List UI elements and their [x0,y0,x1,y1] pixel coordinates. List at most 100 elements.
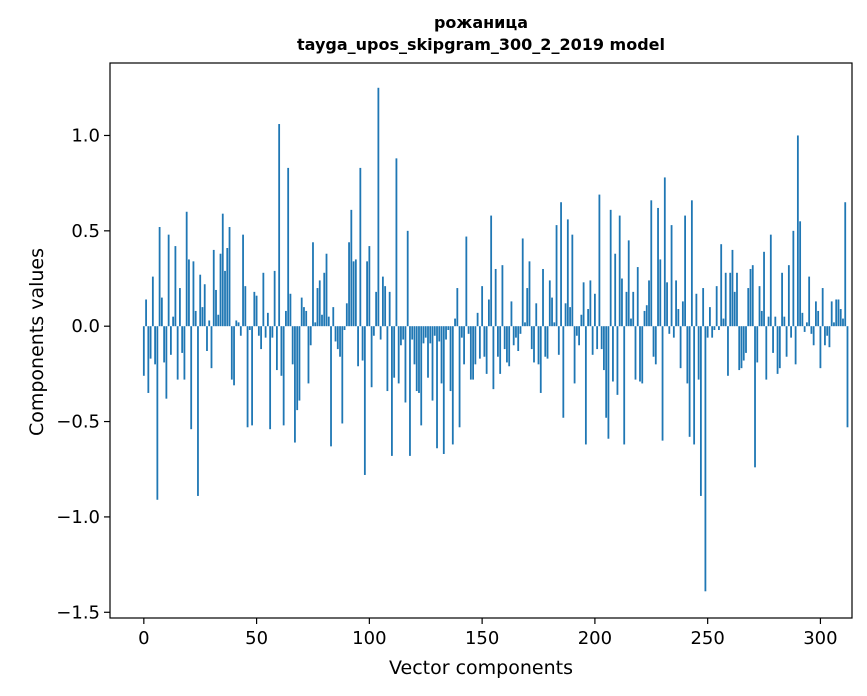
bar-227 [654,326,657,365]
bar-125 [424,326,427,338]
bar-177 [542,268,544,327]
bar-113 [397,326,400,384]
bar-306 [833,322,835,327]
bar-60 [278,124,281,327]
bar-28 [206,326,208,351]
bar-23 [194,310,197,327]
bar-217 [632,291,635,327]
bar-276 [765,326,768,380]
bar-40 [233,326,235,386]
bar-38 [228,227,231,327]
bar-237 [677,309,680,327]
bar-141 [460,326,463,338]
bar-263 [736,272,738,327]
bar-36 [224,270,226,327]
bar-311 [844,202,847,327]
bar-210 [616,326,619,395]
bar-265 [740,326,743,369]
bar-145 [469,326,472,380]
bar-111 [393,326,396,378]
bar-135 [447,326,450,331]
bar-65 [289,293,292,327]
bar-201 [596,326,599,350]
bar-206 [607,326,610,439]
bar-285 [785,326,788,357]
bar-191 [573,326,576,384]
bar-99 [366,261,368,327]
bar-103 [375,291,378,327]
bar-290 [796,135,799,327]
bar-83 [330,326,332,447]
bar-183 [555,225,558,327]
bar-307 [835,299,838,327]
x-tick-label: 200 [578,628,612,649]
bar-160 [503,326,506,350]
bar-15 [176,326,179,380]
bar-272 [756,326,759,363]
bar-128 [431,326,434,401]
bar-114 [400,326,402,346]
bar-165 [515,326,517,338]
bar-308 [837,299,840,327]
bar-35 [221,213,224,327]
bar-13 [172,316,175,327]
bar-76 [314,322,317,327]
bar-30 [210,326,213,369]
bar-138 [454,318,456,327]
bar-228 [657,207,659,327]
bar-64 [287,167,290,327]
bar-283 [781,272,783,327]
axes-frame [109,62,853,619]
bar-101 [370,326,373,388]
bar-222 [643,310,646,327]
bar-98 [363,326,366,475]
bar-31 [212,249,215,327]
bar-235 [672,326,675,338]
bar-219 [636,267,639,327]
bar-172 [530,326,533,350]
bar-277 [767,316,770,327]
bar-309 [839,309,842,327]
bar-104 [377,87,380,327]
bar-209 [614,253,617,327]
bar-68 [296,326,299,411]
bar-233 [668,326,671,334]
bar-246 [697,326,700,380]
bar-88 [341,326,344,424]
x-tick-label: 100 [352,628,386,649]
bar-168 [521,238,524,327]
bar-312 [846,326,849,428]
bar-192 [575,326,578,336]
bar-123 [420,326,423,426]
bar-184 [557,326,560,355]
bar-143 [465,236,468,327]
bar-115 [402,326,405,340]
bar-78 [318,280,321,327]
bar-171 [528,261,531,327]
bar-181 [551,297,553,327]
bar-159 [501,265,504,327]
bar-10 [165,326,168,399]
bar-238 [679,326,682,369]
bar-148 [476,312,479,327]
bar-251 [709,307,711,327]
bar-26 [201,307,204,327]
bar-187 [564,303,567,327]
bar-80 [323,272,326,327]
bar-157 [497,326,499,357]
bar-57 [271,326,274,338]
bar-236 [675,280,677,327]
bar-186 [562,326,565,418]
bar-299 [817,310,820,327]
bar-49 [253,291,256,327]
bar-69 [298,326,301,401]
bar-14 [174,246,177,327]
bar-16 [179,288,181,327]
bar-45 [244,286,247,327]
bar-97 [361,326,364,361]
bar-220 [639,326,641,382]
bar-167 [519,326,522,334]
bar-25 [199,274,202,327]
bar-124 [422,326,425,344]
bar-18 [183,326,186,380]
